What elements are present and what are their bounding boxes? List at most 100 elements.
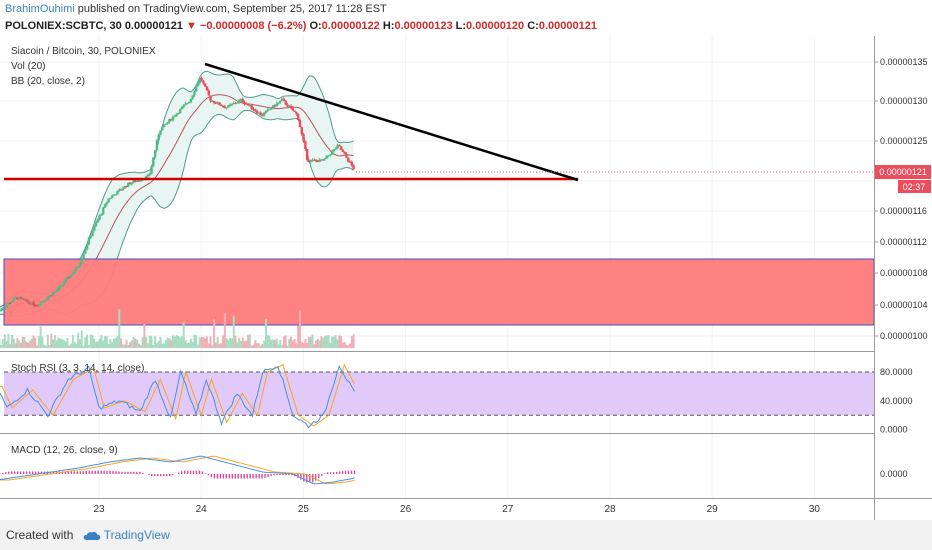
macd-pane[interactable] <box>0 455 356 485</box>
candle-body <box>198 77 201 84</box>
volume-bar <box>139 345 142 348</box>
candle-body <box>341 149 345 152</box>
volume-bar <box>62 339 65 348</box>
volume-bar <box>238 337 241 348</box>
candle-body <box>10 301 14 303</box>
candle-body <box>329 154 332 156</box>
volume-bar <box>290 336 293 348</box>
candle-body <box>296 113 300 120</box>
volume-bar <box>125 339 128 348</box>
volume-bar <box>148 335 151 348</box>
candle-body <box>155 140 159 151</box>
candle-body <box>112 194 116 196</box>
volume-bar <box>109 339 112 348</box>
candle-body <box>87 237 91 245</box>
time-tick-label: 23 <box>93 504 105 515</box>
price-tick-label: 0.00000104 <box>880 300 928 310</box>
last-price: 0.00000121 <box>124 20 183 32</box>
candle-body <box>62 282 66 285</box>
author-link[interactable]: BrahimOuhimi <box>5 3 75 15</box>
candle-body <box>289 105 293 108</box>
close-label: C: <box>527 20 539 32</box>
volume-bar <box>182 322 185 348</box>
volume-bar <box>44 345 47 348</box>
volume-bar <box>80 330 83 348</box>
price-axis[interactable]: 0.00000135 0.00000130 0.00000125 0.00000116… <box>874 57 928 341</box>
volume-bar <box>78 339 81 348</box>
candle-body <box>93 225 96 231</box>
volume-bar <box>84 337 87 348</box>
close-value: 0.00000121 <box>538 20 597 32</box>
candle-body <box>17 297 21 300</box>
volume-bar <box>332 336 335 348</box>
stoch-d-line <box>0 363 355 427</box>
volume-bar <box>57 337 60 348</box>
macd-tick-label: 0.0000 <box>880 469 908 479</box>
candle-body <box>146 175 150 177</box>
candle-body <box>0 309 3 311</box>
candle-body <box>347 157 350 162</box>
price-tick-label: 0.00000116 <box>880 206 927 216</box>
candle-body <box>214 102 218 104</box>
price-tick-label: 0.00000108 <box>880 268 928 278</box>
candle-body <box>314 160 318 162</box>
publish-line: BrahimOuhimi published on TradingView.co… <box>5 3 387 15</box>
candle-body <box>348 161 352 163</box>
volume-bar <box>214 342 217 348</box>
tradingview-link[interactable]: TradingView <box>103 528 170 542</box>
volume-bar <box>141 337 144 348</box>
candle-body <box>277 102 280 104</box>
candle-body <box>193 91 196 96</box>
volume-bar <box>28 340 31 348</box>
volume-bar <box>243 341 246 348</box>
candle-body <box>252 108 255 110</box>
candle-body <box>76 266 80 268</box>
main-pane[interactable] <box>0 62 875 348</box>
volume-bar <box>256 343 259 348</box>
volume-bar <box>18 340 21 348</box>
volume-bar <box>102 340 105 348</box>
candle-body <box>282 98 286 101</box>
candle-body <box>157 134 160 141</box>
trend-line[interactable] <box>204 62 579 182</box>
time-axis[interactable]: 23 24 25 26 27 28 29 30 <box>93 504 820 515</box>
volume-bar <box>95 341 98 348</box>
volume-bar <box>293 339 296 348</box>
volume-bar <box>284 335 287 348</box>
candle-body <box>123 186 126 189</box>
legend-title: Siacoin / Bitcoin, 30, POLONIEX <box>11 46 156 57</box>
candle-body <box>82 253 85 259</box>
candle-body <box>266 109 269 111</box>
volume-bar <box>112 338 115 348</box>
candle-body <box>305 149 309 160</box>
candle-body <box>264 110 268 113</box>
candle-body <box>309 160 312 163</box>
volume-bar <box>198 337 201 348</box>
legend-stoch: Stoch RSI (3, 3, 14, 14, close) <box>11 363 144 374</box>
volume-bar <box>179 337 182 348</box>
candle-body <box>110 195 114 198</box>
candle-body <box>37 305 41 307</box>
volume-bar <box>100 334 103 348</box>
volume-bar <box>46 334 49 348</box>
volume-bar <box>32 335 35 348</box>
candle-body <box>293 110 296 112</box>
volume-bar <box>327 335 330 348</box>
volume-bar <box>340 336 343 348</box>
stoch-rsi-pane[interactable] <box>0 363 874 429</box>
red-zone[interactable] <box>3 258 875 326</box>
volume-bar <box>207 343 210 348</box>
price-chart[interactable]: Siacoin / Bitcoin, 30, POLONIEX Vol (20)… <box>0 36 932 520</box>
volume-bar <box>120 338 123 348</box>
volume-bar <box>48 345 51 348</box>
volume-bar <box>188 342 191 348</box>
volume-bar <box>96 341 99 348</box>
candle-body <box>152 157 155 167</box>
low-value: 0.00000120 <box>466 20 525 32</box>
price-tick-label: 0.00000130 <box>880 96 928 106</box>
volume-bar <box>189 338 192 348</box>
volume-bar <box>264 319 267 348</box>
candle-body <box>286 104 289 107</box>
candle-body <box>164 123 168 125</box>
time-tick-label: 29 <box>707 504 719 515</box>
